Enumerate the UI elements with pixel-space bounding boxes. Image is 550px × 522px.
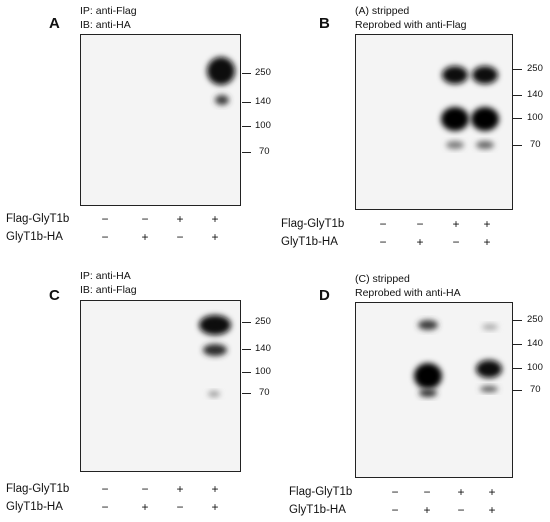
panel-d-blot xyxy=(355,302,513,478)
panel-a-ha-lane1: − xyxy=(101,230,109,244)
panel-b-marker-70: 70 xyxy=(530,139,541,150)
panel-c-condition-1: IP: anti-HA xyxy=(80,270,131,282)
panel-a-flag-lane4: + xyxy=(211,212,219,226)
panel-c-ha-lane2: + xyxy=(141,500,149,514)
band-b-lane4-100 xyxy=(471,107,499,131)
panel-c-ha-lane3: − xyxy=(176,500,184,514)
panel-b-ha-lane1: − xyxy=(379,235,387,249)
panel-d-bands xyxy=(414,320,502,397)
panel-c-marker-250: 250 xyxy=(255,316,271,327)
panel-a-flag-lane3: + xyxy=(176,212,184,226)
band-b-lane4-250 xyxy=(472,66,498,84)
panel-d-row-flag-label: Flag-GlyT1b xyxy=(289,486,353,498)
panel-b-flag-lane1: − xyxy=(379,217,387,231)
panel-d-row-ha-label: GlyT1b-HA xyxy=(289,504,346,516)
panel-c-ha-lane1: − xyxy=(101,500,109,514)
panel-b-condition-1: (A) stripped xyxy=(355,5,410,17)
panel-d-ha-lane1: − xyxy=(391,503,399,517)
panel-b-ha-lane3: − xyxy=(452,235,460,249)
panel-a-condition-2: IB: anti-HA xyxy=(80,19,131,31)
panel-b-condition-2: Reprobed with anti-Flag xyxy=(355,19,467,31)
panel-b-marker-140: 140 xyxy=(527,89,543,100)
panel-d-ha-lane4: + xyxy=(488,503,496,517)
panel-a-bands xyxy=(207,57,235,105)
panel-d-flag-lane3: + xyxy=(457,485,465,499)
panel-d-ha-lane2: + xyxy=(423,503,431,517)
panel-a-marker-70: 70 xyxy=(259,146,270,157)
panel-d-flag-lane2: − xyxy=(423,485,431,499)
band-b-lane4-70 xyxy=(476,141,494,149)
band-d-lane2-250 xyxy=(418,320,438,330)
panel-b-ha-lane2: + xyxy=(416,235,424,249)
band-d-lane2-100 xyxy=(414,363,442,389)
band-a-lane4-140 xyxy=(215,95,229,105)
panel-d-marker-100: 100 xyxy=(527,362,543,373)
band-b-lane3-100 xyxy=(441,107,469,131)
panel-d-flag-lane4: + xyxy=(488,485,496,499)
panel-b-row-flag-label: Flag-GlyT1b xyxy=(281,218,345,230)
panel-c-row-flag-label: Flag-GlyT1b xyxy=(6,483,70,495)
panel-d-flag-lane1: − xyxy=(391,485,399,499)
band-b-lane3-70 xyxy=(446,141,464,149)
panel-d-marker-250: 250 xyxy=(527,314,543,325)
panel-a-row-ha-label: GlyT1b-HA xyxy=(6,231,63,243)
band-d-lane4-70 xyxy=(480,386,498,392)
band-d-lane4-250 xyxy=(482,324,498,330)
panel-d-condition-2: Reprobed with anti-HA xyxy=(355,287,461,299)
band-c-lane4-140 xyxy=(203,344,227,356)
panel-c-flag-lane2: − xyxy=(141,482,149,496)
panel-c-flag-lane3: + xyxy=(176,482,184,496)
panel-b-flag-lane3: + xyxy=(452,217,460,231)
band-d-lane2-70 xyxy=(419,389,437,397)
panel-a-ha-lane3: − xyxy=(176,230,184,244)
panel-b-marker-250: 250 xyxy=(527,63,543,74)
panel-a-blot xyxy=(80,34,241,206)
band-b-lane3-250 xyxy=(442,66,468,84)
panel-d-condition-1: (C) stripped xyxy=(355,273,410,285)
panel-a-ha-lane4: + xyxy=(211,230,219,244)
panel-a-marker-140: 140 xyxy=(255,96,271,107)
panel-c-letter: C xyxy=(49,287,60,304)
panel-b-letter: B xyxy=(319,15,330,32)
panel-a-condition-1: IP: anti-Flag xyxy=(80,5,137,17)
panel-d-ha-lane3: − xyxy=(457,503,465,517)
panel-a-marker-100: 100 xyxy=(255,120,271,131)
panel-a-letter: A xyxy=(49,15,60,32)
panel-b-flag-lane2: − xyxy=(416,217,424,231)
panel-a-ha-lane2: + xyxy=(141,230,149,244)
panel-c-bands xyxy=(199,315,231,397)
panel-d-letter: D xyxy=(319,287,330,304)
panel-b-bands xyxy=(441,66,499,149)
panel-c-condition-2: IB: anti-Flag xyxy=(80,284,137,296)
panel-c-marker-140: 140 xyxy=(255,343,271,354)
panel-a-flag-lane1: − xyxy=(101,212,109,226)
panel-b-flag-lane4: + xyxy=(483,217,491,231)
panel-c-flag-lane1: − xyxy=(101,482,109,496)
band-d-lane4-100 xyxy=(476,360,502,378)
panel-c-row-ha-label: GlyT1b-HA xyxy=(6,501,63,513)
band-a-lane4-250 xyxy=(207,57,235,85)
panel-c-blot xyxy=(80,300,241,472)
panel-d-marker-140: 140 xyxy=(527,338,543,349)
band-c-lane4-70 xyxy=(208,391,220,397)
panel-d-marker-70: 70 xyxy=(530,384,541,395)
panel-b-marker-100: 100 xyxy=(527,112,543,123)
panel-c-marker-100: 100 xyxy=(255,366,271,377)
band-c-lane4-250 xyxy=(199,315,231,335)
panel-c-flag-lane4: + xyxy=(211,482,219,496)
panel-a-row-flag-label: Flag-GlyT1b xyxy=(6,213,70,225)
panel-c-ha-lane4: + xyxy=(211,500,219,514)
panel-c-marker-70: 70 xyxy=(259,387,270,398)
panel-b-blot xyxy=(355,34,513,210)
panel-b-ha-lane4: + xyxy=(483,235,491,249)
panel-b-row-ha-label: GlyT1b-HA xyxy=(281,236,338,248)
panel-a-flag-lane2: − xyxy=(141,212,149,226)
panel-a-marker-250: 250 xyxy=(255,67,271,78)
